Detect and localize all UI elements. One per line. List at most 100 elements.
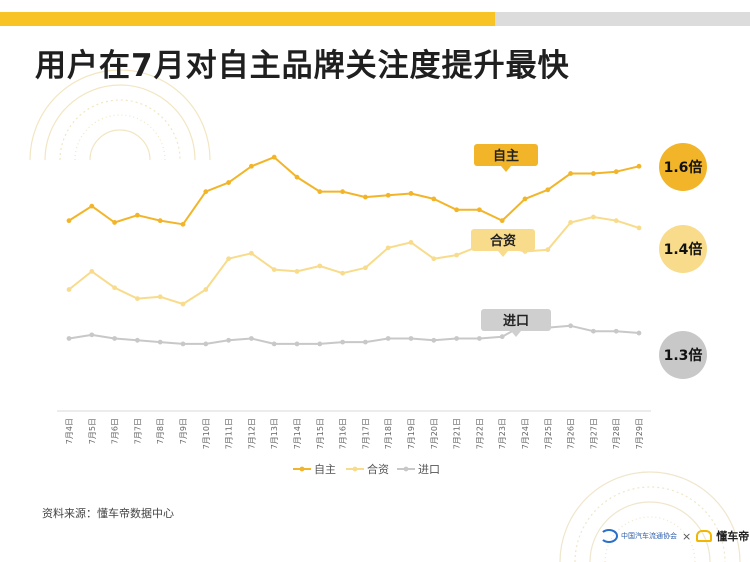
data-point (385, 336, 391, 341)
data-point (385, 245, 391, 251)
source-note: 资料来源：懂车帝数据中心 (42, 507, 174, 520)
series-callout-label: 进口 (503, 314, 529, 329)
x-tick-label: 7月15日 (316, 418, 325, 449)
data-point (294, 174, 300, 180)
x-tick-label: 7月11日 (225, 418, 234, 449)
data-point (180, 221, 186, 227)
top-accent-bar-gray (495, 12, 750, 26)
series-callout-box (481, 309, 551, 331)
data-point (317, 189, 323, 195)
data-point (89, 203, 95, 209)
x-tick-label: 7月26日 (567, 418, 576, 449)
x-tick-label: 7月14日 (293, 418, 302, 449)
data-point (66, 218, 72, 224)
series-callout-label: 合资 (490, 233, 516, 249)
data-point (180, 301, 186, 307)
data-point (135, 212, 140, 218)
data-point (135, 337, 140, 343)
x-tick-label: 7月22日 (475, 418, 484, 449)
data-point (89, 332, 95, 338)
ratio-badge (659, 225, 707, 273)
data-point (591, 171, 596, 176)
data-point (294, 269, 300, 274)
data-point (203, 341, 209, 347)
data-point (340, 270, 345, 276)
association-logo-icon (600, 529, 618, 543)
data-point (408, 240, 414, 245)
legend-label: 自主 (314, 463, 336, 476)
x-tick-label: 7月20日 (430, 418, 439, 449)
x-tick-label: 7月18日 (384, 418, 393, 449)
x-tick-label: 7月29日 (635, 418, 644, 449)
x-tick-label: 7月16日 (339, 418, 348, 449)
data-point (363, 194, 368, 200)
decorative-arcs-bottom (559, 471, 741, 562)
data-point (112, 285, 117, 291)
data-point (499, 334, 505, 340)
ratio-badge (659, 331, 707, 379)
data-point (454, 207, 459, 213)
data-point (271, 154, 277, 160)
series-line-1 (68, 156, 640, 226)
data-point (568, 220, 573, 225)
data-point (135, 296, 140, 301)
top-accent-bar (0, 12, 750, 26)
data-point (431, 196, 437, 202)
series-callout-box (471, 229, 535, 251)
data-point (568, 323, 573, 329)
ratio-badge-label: 1.6倍 (664, 159, 703, 176)
legend-swatch-point (299, 466, 305, 472)
x-tick-label: 7月7日 (133, 418, 142, 444)
dongchedi-logo: 懂车帝 (696, 528, 749, 544)
page-title: 用户在7月对自主品牌关注度提升最快 (35, 48, 570, 84)
series-callout-pointer (511, 331, 521, 337)
ratio-badge-label: 1.3倍 (664, 347, 703, 364)
data-point (249, 250, 254, 256)
ratio-badge (659, 143, 707, 191)
dongchedi-logo-text: 懂车帝 (716, 530, 750, 543)
x-tick-label: 7月23日 (498, 418, 507, 449)
data-point (249, 336, 254, 341)
data-point (157, 294, 163, 300)
x-tick-label: 7月21日 (453, 418, 462, 449)
series-callout-label: 自主 (493, 148, 519, 164)
data-point (545, 247, 551, 253)
data-point (112, 220, 117, 225)
x-tick-label: 7月28日 (612, 418, 621, 449)
data-point (180, 341, 186, 347)
data-point (249, 163, 254, 169)
data-point (66, 336, 72, 341)
data-point (317, 263, 323, 269)
association-logo-text: 中国汽车流通协会 (621, 532, 677, 540)
decorative-arcs-top (29, 69, 211, 160)
data-point (477, 336, 482, 341)
series-line-3 (68, 323, 640, 345)
logo-separator: × (682, 529, 692, 543)
data-point (591, 328, 596, 334)
x-tick-label: 7月27日 (589, 418, 598, 449)
x-tick-label: 7月24日 (521, 418, 530, 449)
series-callout-pointer (498, 251, 508, 257)
data-point (591, 214, 596, 220)
association-logo: 中国汽车流通协会 (600, 529, 677, 543)
data-point (226, 337, 232, 343)
x-tick-label: 7月10日 (202, 418, 211, 449)
x-tick-label: 7月9日 (179, 418, 188, 444)
data-point (317, 341, 323, 347)
legend-swatch-point (403, 466, 409, 472)
data-point (294, 341, 300, 347)
data-point (636, 330, 642, 336)
x-tick-label: 7月5日 (88, 418, 97, 444)
data-point (545, 187, 551, 193)
data-point (568, 171, 573, 176)
x-tick-label: 7月19日 (407, 418, 416, 449)
data-point (340, 339, 345, 345)
x-tick-label: 7月8日 (156, 418, 165, 444)
data-point (271, 267, 277, 272)
x-tick-label: 7月17日 (361, 418, 370, 449)
x-tick-label: 7月13日 (270, 418, 279, 449)
data-point (385, 192, 391, 198)
data-point (363, 265, 368, 271)
legend-swatch-point (352, 466, 358, 472)
legend-label: 进口 (418, 463, 440, 476)
